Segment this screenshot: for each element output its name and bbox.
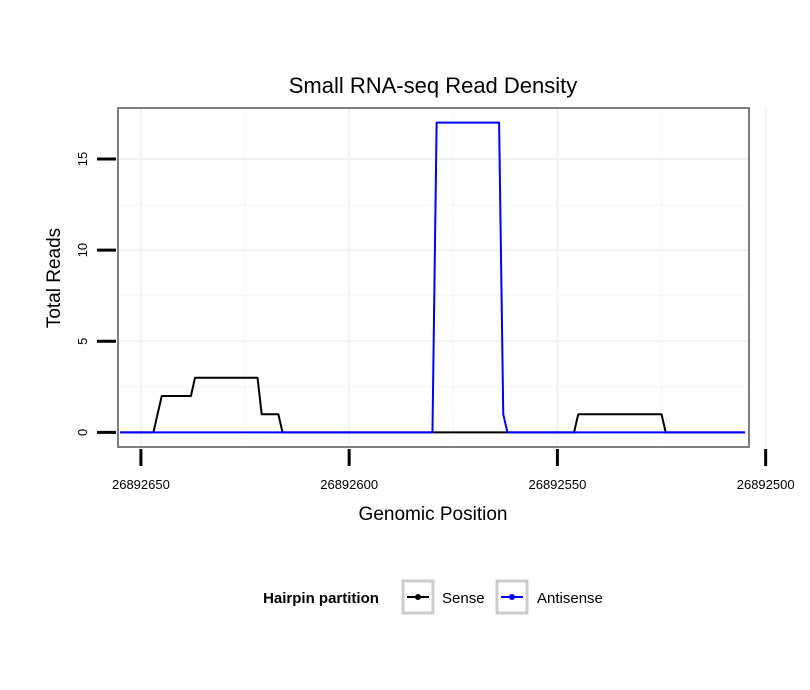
- y-tick-label: 15: [75, 152, 90, 166]
- chart-title: Small RNA-seq Read Density: [289, 73, 578, 98]
- y-axis-label: Total Reads: [44, 228, 65, 328]
- legend-item-sense: Sense: [401, 579, 485, 615]
- x-tick-label: 26892500: [737, 477, 795, 492]
- plot-border: [117, 107, 750, 448]
- x-axis-label: Genomic Position: [359, 504, 508, 525]
- series-line-sense: [120, 376, 745, 434]
- x-tick-label: 26892650: [112, 477, 170, 492]
- grid-lines: [118, 108, 767, 447]
- y-axis: 0 5 10 15: [75, 152, 116, 436]
- legend-dot-antisense: [509, 594, 515, 600]
- legend-label-antisense: Antisense: [537, 590, 603, 607]
- y-tick-label: 5: [75, 338, 90, 345]
- x-axis: 26892650 26892600 26892550 26892500: [112, 449, 795, 492]
- legend: Hairpin partition Sense Antisense: [263, 579, 603, 615]
- x-tick-label: 26892600: [320, 477, 378, 492]
- legend-title: Hairpin partition: [263, 590, 379, 607]
- series-line-antisense: [120, 121, 745, 434]
- y-tick-label: 10: [75, 243, 90, 257]
- legend-label-sense: Sense: [442, 590, 485, 607]
- x-tick-label: 26892550: [528, 477, 586, 492]
- series-lines: [120, 121, 745, 434]
- legend-dot-sense: [415, 594, 421, 600]
- legend-item-antisense: Antisense: [495, 579, 603, 615]
- y-tick-label: 0: [75, 429, 90, 436]
